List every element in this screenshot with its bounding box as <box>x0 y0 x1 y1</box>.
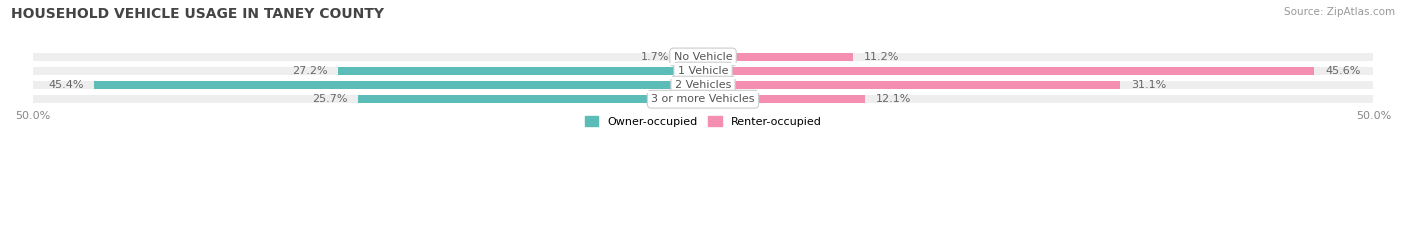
Text: 2 Vehicles: 2 Vehicles <box>675 80 731 90</box>
Bar <box>32 53 703 61</box>
Bar <box>703 81 1374 89</box>
Bar <box>32 67 703 75</box>
Text: 3 or more Vehicles: 3 or more Vehicles <box>651 94 755 104</box>
Bar <box>32 95 703 103</box>
Bar <box>359 95 703 103</box>
Text: 1 Vehicle: 1 Vehicle <box>678 66 728 76</box>
Text: 45.4%: 45.4% <box>48 80 83 90</box>
Text: 31.1%: 31.1% <box>1130 80 1166 90</box>
Text: 27.2%: 27.2% <box>292 66 328 76</box>
Bar <box>703 67 1374 75</box>
Text: 45.6%: 45.6% <box>1324 66 1361 76</box>
Bar <box>703 81 1121 89</box>
Bar <box>32 81 703 89</box>
Text: 1.7%: 1.7% <box>641 52 669 62</box>
Bar <box>94 81 703 89</box>
Text: No Vehicle: No Vehicle <box>673 52 733 62</box>
Text: 25.7%: 25.7% <box>312 94 347 104</box>
Bar <box>703 53 1374 61</box>
Bar <box>703 67 1315 75</box>
Bar <box>681 53 703 61</box>
Bar <box>703 53 853 61</box>
Text: Source: ZipAtlas.com: Source: ZipAtlas.com <box>1284 7 1395 17</box>
Legend: Owner-occupied, Renter-occupied: Owner-occupied, Renter-occupied <box>581 112 825 132</box>
Text: 11.2%: 11.2% <box>863 52 900 62</box>
Bar <box>703 95 865 103</box>
Bar <box>703 95 1374 103</box>
Bar <box>339 67 703 75</box>
Text: 12.1%: 12.1% <box>876 94 911 104</box>
Text: HOUSEHOLD VEHICLE USAGE IN TANEY COUNTY: HOUSEHOLD VEHICLE USAGE IN TANEY COUNTY <box>11 7 384 21</box>
